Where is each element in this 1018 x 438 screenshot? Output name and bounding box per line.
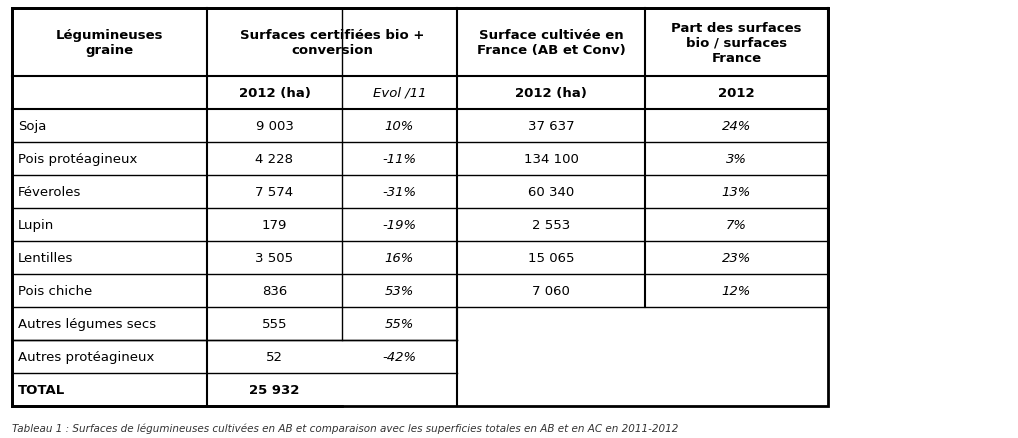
Text: 3%: 3% bbox=[726, 153, 747, 166]
Text: TOTAL: TOTAL bbox=[18, 383, 65, 396]
Text: 23%: 23% bbox=[722, 251, 751, 265]
Text: 12%: 12% bbox=[722, 284, 751, 297]
Text: 7 574: 7 574 bbox=[256, 186, 293, 198]
Text: -31%: -31% bbox=[383, 186, 416, 198]
Text: 134 100: 134 100 bbox=[523, 153, 578, 166]
Text: 2012 (ha): 2012 (ha) bbox=[238, 87, 310, 100]
Text: 2012: 2012 bbox=[718, 87, 754, 100]
Text: 25 932: 25 932 bbox=[249, 383, 299, 396]
Text: Lupin: Lupin bbox=[18, 219, 54, 231]
Text: -42%: -42% bbox=[383, 350, 416, 363]
Text: 2 553: 2 553 bbox=[531, 219, 570, 231]
Text: 4 228: 4 228 bbox=[256, 153, 293, 166]
Text: -11%: -11% bbox=[383, 153, 416, 166]
Text: 53%: 53% bbox=[385, 284, 414, 297]
Text: 52: 52 bbox=[266, 350, 283, 363]
Text: 37 637: 37 637 bbox=[527, 120, 574, 133]
Text: Soja: Soja bbox=[18, 120, 47, 133]
Text: 3 505: 3 505 bbox=[256, 251, 293, 265]
Text: 55%: 55% bbox=[385, 317, 414, 330]
Text: 555: 555 bbox=[262, 317, 287, 330]
Text: 9 003: 9 003 bbox=[256, 120, 293, 133]
Text: Pois chiche: Pois chiche bbox=[18, 284, 93, 297]
Text: 10%: 10% bbox=[385, 120, 414, 133]
Text: 7%: 7% bbox=[726, 219, 747, 231]
Text: 2012 (ha): 2012 (ha) bbox=[515, 87, 587, 100]
Text: Surfaces certifiées bio +
conversion: Surfaces certifiées bio + conversion bbox=[240, 29, 425, 57]
Text: 60 340: 60 340 bbox=[528, 186, 574, 198]
Text: 179: 179 bbox=[262, 219, 287, 231]
Text: 15 065: 15 065 bbox=[527, 251, 574, 265]
Text: 836: 836 bbox=[262, 284, 287, 297]
Text: Lentilles: Lentilles bbox=[18, 251, 73, 265]
Text: 7 060: 7 060 bbox=[532, 284, 570, 297]
Text: Tableau 1 : Surfaces de légumineuses cultivées en AB et comparaison avec les sup: Tableau 1 : Surfaces de légumineuses cul… bbox=[12, 423, 678, 433]
Text: 13%: 13% bbox=[722, 186, 751, 198]
Text: Autres légumes secs: Autres légumes secs bbox=[18, 317, 156, 330]
Text: Surface cultivée en
France (AB et Conv): Surface cultivée en France (AB et Conv) bbox=[476, 29, 625, 57]
Text: Légumineuses
graine: Légumineuses graine bbox=[56, 29, 163, 57]
Text: 24%: 24% bbox=[722, 120, 751, 133]
Bar bbox=[12, 9, 828, 406]
Text: -19%: -19% bbox=[383, 219, 416, 231]
Text: Autres protéagineux: Autres protéagineux bbox=[18, 350, 155, 363]
Text: Part des surfaces
bio / surfaces
France: Part des surfaces bio / surfaces France bbox=[671, 21, 802, 64]
Text: Pois protéagineux: Pois protéagineux bbox=[18, 153, 137, 166]
Text: 16%: 16% bbox=[385, 251, 414, 265]
Text: Evol /11: Evol /11 bbox=[373, 87, 427, 100]
Text: Féveroles: Féveroles bbox=[18, 186, 81, 198]
